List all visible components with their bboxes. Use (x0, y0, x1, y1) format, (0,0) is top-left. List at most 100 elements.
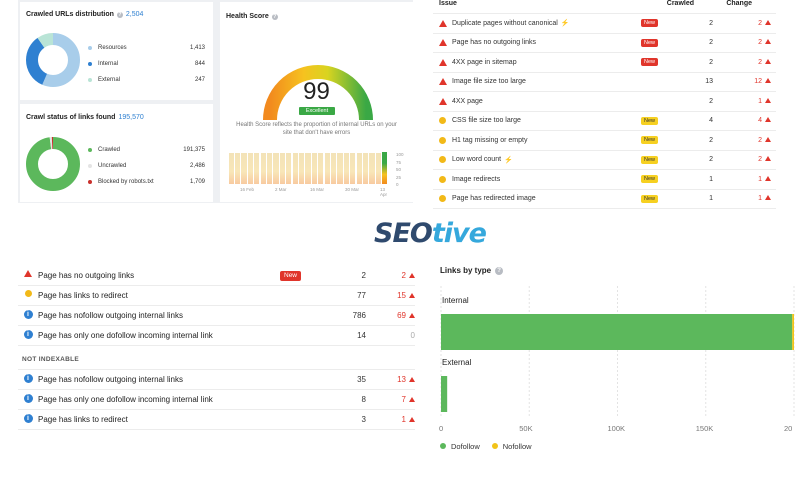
link-issue-change-cell[interactable]: 15 (366, 291, 415, 300)
issue-name-cell[interactable]: 4XX page (452, 98, 641, 105)
header-issue[interactable]: Issue (439, 0, 457, 7)
link-issue-change-cell[interactable]: 0 (366, 331, 415, 340)
crawl-status-slice-2[interactable] (26, 137, 80, 191)
link-issue-crawled[interactable]: 35 (357, 375, 366, 384)
issue-crawled[interactable]: 2 (709, 156, 713, 164)
issue-name-cell[interactable]: Low word count ⚡ (452, 156, 641, 164)
crawled-urls-slice-1[interactable] (26, 33, 80, 87)
issue-name-cell[interactable]: Image file size too large (452, 78, 641, 85)
issue-row[interactable]: 4XX page in sitemap New 2 2 (433, 53, 776, 73)
crawl-status-legend-item[interactable]: Uncrawled 2,486 (88, 158, 205, 174)
help-icon[interactable]: ? (271, 13, 278, 20)
issue-change-cell[interactable]: 1 (713, 175, 773, 183)
link-issue-change-cell[interactable]: 7 (366, 395, 415, 404)
legend-item-nofollow[interactable]: Nofollow (491, 442, 532, 451)
header-crawled[interactable]: Crawled (666, 0, 694, 7)
crawl-status-count[interactable]: 195,570 (118, 114, 144, 121)
issue-name-cell[interactable]: Duplicate pages without canonical ⚡ (452, 19, 641, 28)
issue-name[interactable]: Page has no outgoing links (452, 39, 537, 47)
issue-change-cell[interactable]: 12 (713, 78, 773, 85)
crawl-status-legend-item[interactable]: Crawled 191,375 (88, 142, 205, 158)
link-issue-change-cell[interactable]: 2 (366, 271, 415, 280)
crawled-urls-slice-2[interactable] (26, 33, 80, 87)
link-issue-crawled[interactable]: 3 (361, 415, 366, 424)
issue-crawled[interactable]: 2 (709, 58, 713, 66)
issue-change-cell[interactable]: 1 (713, 97, 773, 105)
help-icon[interactable]: ? (116, 11, 123, 18)
issue-name[interactable]: CSS file size too large (452, 117, 521, 125)
crawled-urls-legend-item[interactable]: Internal 844 (88, 56, 205, 72)
issue-crawled[interactable]: 13 (705, 78, 713, 86)
link-issue-row[interactable]: i Page has only one dofollow incoming int… (18, 390, 415, 410)
issue-name-cell[interactable]: Page has no outgoing links (452, 39, 641, 46)
crawled-urls-count[interactable]: 2,504 (125, 11, 144, 18)
issue-name[interactable]: H1 tag missing or empty (452, 136, 528, 144)
link-issue-row[interactable]: i Page has nofollow outgoing internal lin… (18, 370, 415, 390)
link-issue-row[interactable]: i Page has links to redirect 3 1 (18, 410, 415, 430)
issue-crawled[interactable]: 2 (709, 136, 713, 144)
issue-crawled[interactable]: 2 (709, 19, 713, 27)
issue-change-cell[interactable]: 4 (713, 117, 773, 124)
issue-row[interactable]: H1 tag missing or empty New 2 2 (433, 131, 776, 151)
issue-row[interactable]: Image redirects New 1 1 (433, 170, 776, 190)
link-issue-name[interactable]: Page has links to redirect (38, 415, 128, 424)
issue-name[interactable]: Duplicate pages without canonical (452, 19, 558, 27)
issue-name[interactable]: Low word count (452, 156, 502, 164)
link-issue-name[interactable]: Page has nofollow outgoing internal link… (38, 311, 183, 320)
help-icon[interactable]: ? (495, 266, 504, 275)
link-issue-change-cell[interactable]: 1 (366, 415, 415, 424)
issue-name[interactable]: Image file size too large (452, 78, 526, 86)
header-change[interactable]: Change (726, 0, 752, 7)
link-issue-row[interactable]: Page has no outgoing links New 2 2 (18, 266, 415, 286)
issue-row[interactable]: Image file size too large 13 12 (433, 73, 776, 92)
issue-crawled[interactable]: 1 (709, 195, 713, 203)
issue-name[interactable]: Image redirects (452, 175, 501, 183)
issue-crawled[interactable]: 1 (709, 175, 713, 183)
issue-name-cell[interactable]: H1 tag missing or empty (452, 137, 641, 144)
link-issue-row[interactable]: Page has links to redirect 77 15 (18, 286, 415, 306)
link-issue-crawled[interactable]: 8 (361, 395, 366, 404)
link-issue-name[interactable]: Page has links to redirect (38, 291, 128, 300)
issue-name-cell[interactable]: CSS file size too large (452, 117, 641, 124)
link-issue-name[interactable]: Page has nofollow outgoing internal link… (38, 375, 183, 384)
link-issue-crawled[interactable]: 2 (361, 271, 366, 280)
issue-change-cell[interactable]: 1 (713, 195, 773, 202)
issue-name[interactable]: 4XX page (452, 97, 483, 105)
issue-crawled[interactable]: 2 (709, 97, 713, 105)
issue-name[interactable]: Page has redirected image (452, 195, 536, 203)
link-issue-row[interactable]: i Page has only one dofollow incoming int… (18, 326, 415, 346)
link-issue-name[interactable]: Page has no outgoing links (38, 271, 135, 280)
link-issue-name[interactable]: Page has only one dofollow incoming inte… (38, 395, 213, 404)
issue-crawled[interactable]: 4 (709, 117, 713, 125)
issue-name-cell[interactable]: Image redirects (452, 176, 641, 183)
link-issue-crawled[interactable]: 786 (352, 311, 366, 320)
link-issue-name[interactable]: Page has only one dofollow incoming inte… (38, 331, 213, 340)
issue-name-cell[interactable]: 4XX page in sitemap (452, 59, 641, 66)
legend-item-dofollow[interactable]: Dofollow (440, 442, 480, 451)
crawled-urls-legend-item[interactable]: Resources 1,413 (88, 40, 205, 56)
issue-change-cell[interactable]: 2 (713, 136, 773, 144)
issue-name[interactable]: 4XX page in sitemap (452, 58, 517, 66)
issue-crawled[interactable]: 2 (709, 39, 713, 47)
crawled-urls-legend-item[interactable]: External 247 (88, 72, 205, 88)
bar-internal-dofollow[interactable] (441, 314, 793, 350)
issue-row[interactable]: CSS file size too large New 4 4 (433, 112, 776, 131)
link-issue-change-cell[interactable]: 69 (366, 311, 415, 320)
issue-row[interactable]: Low word count ⚡ New 2 2 (433, 151, 776, 170)
issue-row[interactable]: Page has no outgoing links New 2 2 (433, 34, 776, 53)
link-issue-change-cell[interactable]: 13 (366, 375, 415, 384)
link-issue-crawled[interactable]: 14 (357, 331, 366, 340)
issue-change-cell[interactable]: 2 (713, 19, 773, 27)
issue-row[interactable]: Page has redirected image New 1 1 (433, 190, 776, 209)
bar-external-dofollow[interactable] (441, 376, 448, 412)
issue-change-cell[interactable]: 2 (713, 39, 773, 46)
crawl-status-legend-item[interactable]: Blocked by robots.txt 1,709 (88, 174, 205, 190)
issue-row[interactable]: Duplicate pages without canonical ⚡ New 2 2 (433, 14, 776, 34)
bar-internal-nofollow[interactable] (792, 314, 794, 350)
issue-change-cell[interactable]: 2 (713, 58, 773, 66)
crawl-status-slice-0[interactable] (26, 137, 80, 191)
issue-row[interactable]: 4XX page 2 1 (433, 92, 776, 112)
issue-name-cell[interactable]: Page has redirected image (452, 195, 641, 202)
link-issue-crawled[interactable]: 77 (357, 291, 366, 300)
link-issue-row[interactable]: i Page has nofollow outgoing internal lin… (18, 306, 415, 326)
